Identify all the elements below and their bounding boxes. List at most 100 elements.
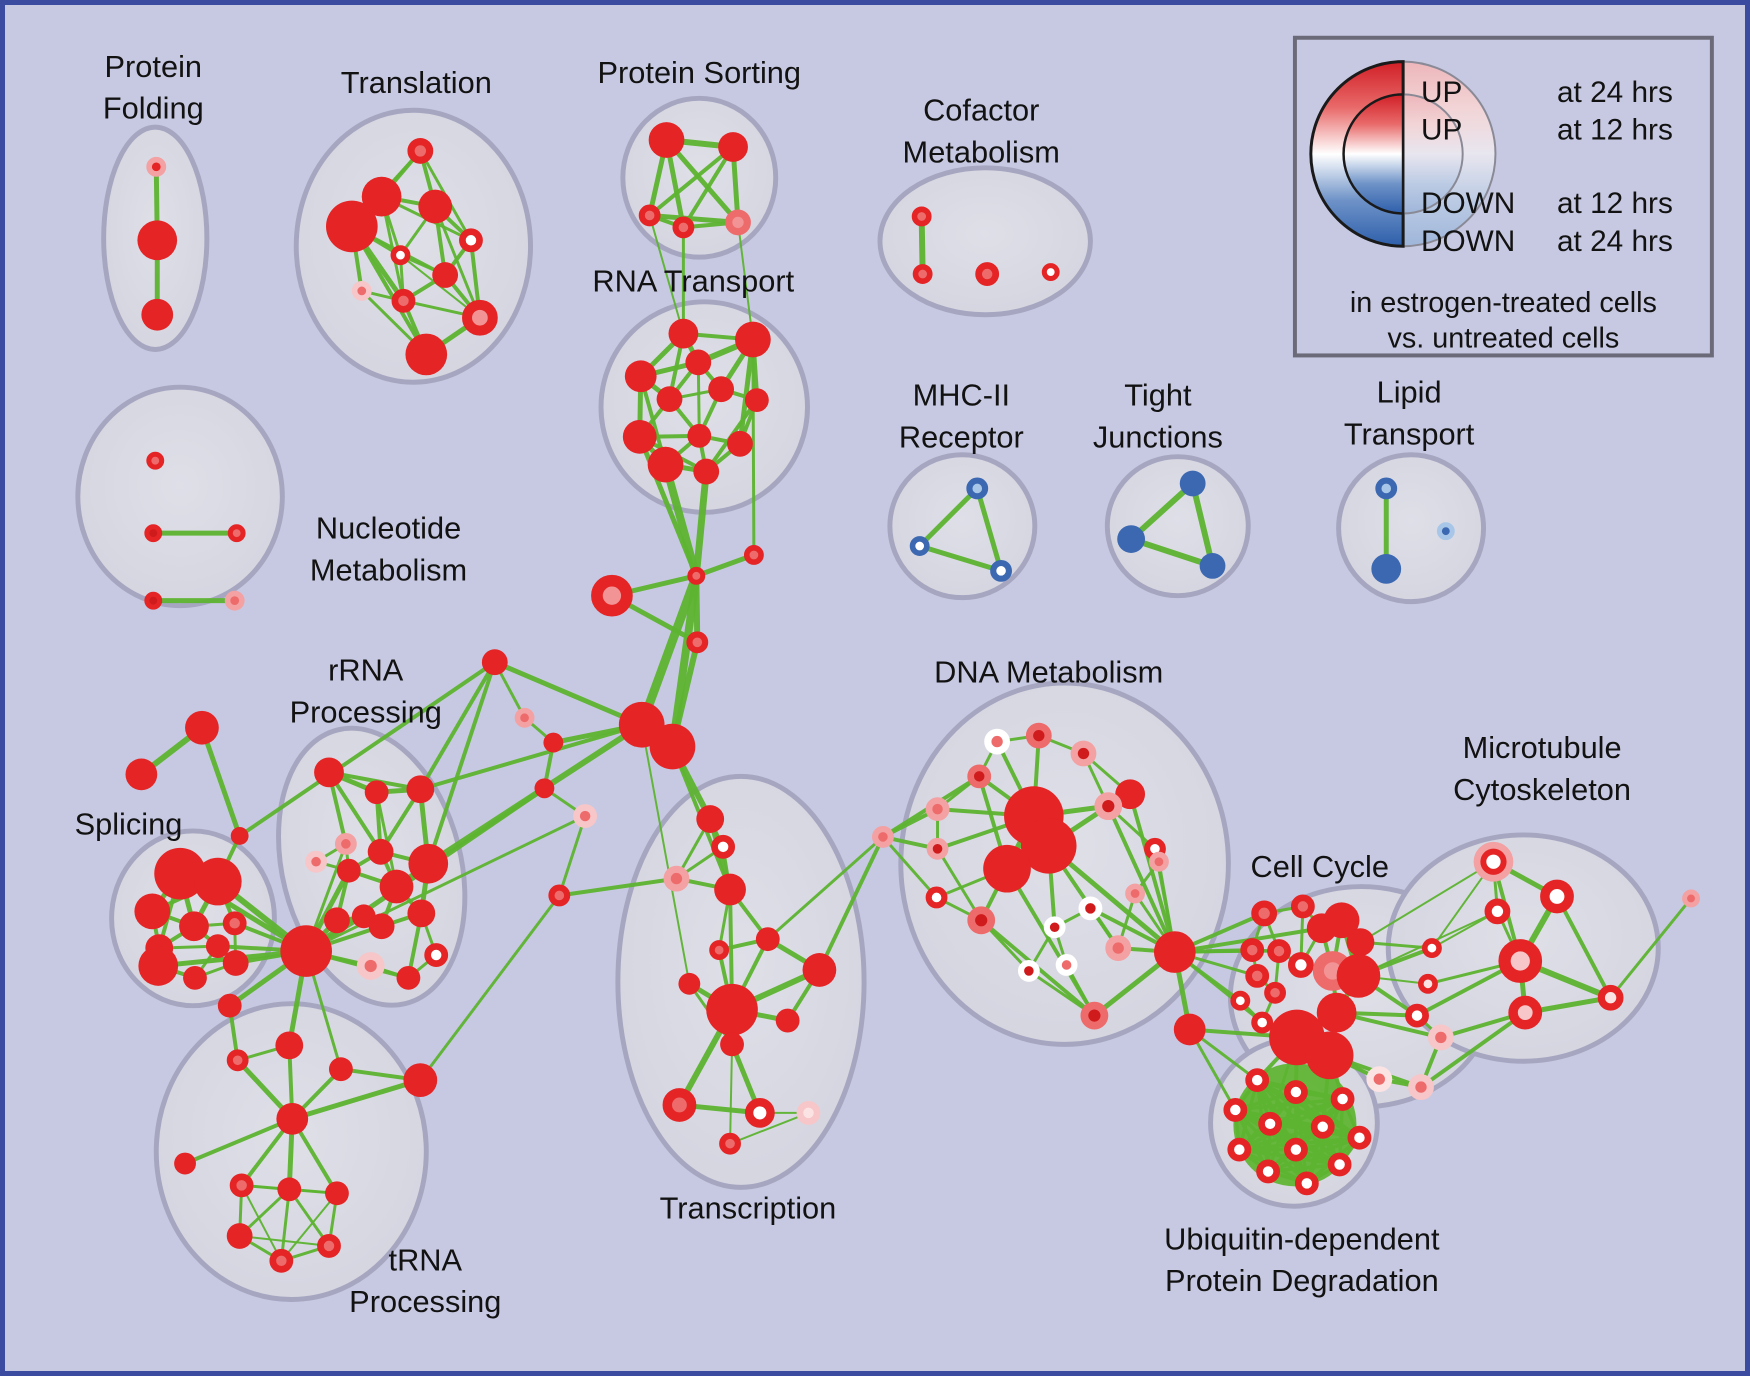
gene-node [1405, 1003, 1429, 1028]
gene-node [275, 1031, 304, 1060]
gene-node [407, 138, 434, 164]
edge [647, 144, 736, 218]
edge [1359, 860, 1495, 944]
gene-node [391, 288, 416, 313]
edge [637, 571, 701, 730]
gene-node [706, 983, 758, 1036]
gene-node [543, 732, 564, 753]
gene-node [648, 122, 685, 158]
gene-node [141, 298, 174, 331]
gene-node [1245, 1068, 1270, 1093]
gene-node [361, 176, 402, 217]
gene-node [672, 216, 695, 239]
edge [1555, 894, 1613, 1000]
gene-node [743, 545, 764, 565]
gene-node [984, 728, 1011, 755]
gene-node [1316, 992, 1357, 1033]
edge [289, 1077, 423, 1122]
edge [279, 1187, 291, 1263]
cluster-label-tight-junctions: Junctions [1093, 419, 1223, 454]
cluster-label-translation: Translation [341, 65, 492, 100]
gene-node [719, 1132, 741, 1155]
gene-node [230, 826, 249, 845]
gene-node [1540, 879, 1574, 914]
gene-node [514, 707, 535, 728]
gene-node [1418, 973, 1438, 994]
gene-node [229, 1173, 254, 1198]
label-layer: Protein Folding Translation Protein Sorting… [75, 49, 1631, 1319]
edge [729, 1043, 734, 1145]
gene-node [1287, 952, 1314, 978]
gene-node [796, 1100, 821, 1125]
gene-node [144, 524, 163, 543]
gene-node-core [1486, 854, 1501, 869]
legend: UP at 24 hrs UP at 12 hrs DOWN at 12 hrs DOWN a… [1292, 35, 1714, 358]
edge [557, 876, 679, 898]
gene-node [1148, 851, 1169, 872]
edge [1233, 1097, 1345, 1112]
gene-node [1020, 818, 1077, 874]
edge [237, 660, 497, 838]
cluster-ellipse-nucleotide-metabolism [75, 384, 285, 609]
edge [1189, 480, 1216, 569]
cluster-label-lipid-transport: Lipid [1377, 375, 1442, 410]
gene-node [656, 386, 683, 413]
gene-node [1179, 470, 1206, 497]
node-layer [125, 122, 1700, 1273]
gene-node [1153, 931, 1196, 973]
gene-node [990, 559, 1012, 582]
gene-node [1284, 1080, 1308, 1104]
cluster-label-mhc-ii-receptor: Receptor [899, 419, 1024, 454]
gene-node [925, 797, 950, 822]
legend-time-label: at 24 hrs [1557, 225, 1673, 258]
edge [881, 835, 939, 899]
gene-node [693, 458, 720, 485]
gene-node [1427, 1024, 1454, 1051]
gene-node [364, 780, 389, 805]
edge [817, 834, 885, 972]
edge [1128, 536, 1216, 569]
cluster-label-lipid-transport: Transport [1344, 416, 1475, 451]
gene-node [718, 132, 748, 162]
gene-node [328, 1057, 353, 1082]
cluster-label-microtubule-cytoskeleton: Microtubule [1463, 730, 1622, 765]
cluster-label-microtubule-cytoskeleton: Cytoskeleton [1453, 772, 1631, 807]
gene-node [708, 376, 735, 403]
legend-time-label: at 24 hrs [1557, 76, 1673, 109]
edge [974, 485, 1004, 574]
edge [648, 214, 685, 335]
gene-node [277, 1177, 302, 1202]
network-canvas: Protein Folding Translation Protein Sorting… [75, 35, 1714, 1319]
gene-node [647, 446, 684, 483]
gene-node [1017, 960, 1040, 982]
gene-node [983, 844, 1031, 893]
gene-node [334, 832, 357, 855]
gene-node [967, 764, 992, 789]
gene-node [1336, 954, 1381, 998]
gene-node [406, 775, 435, 804]
gene-node [325, 1181, 349, 1206]
gene-node [720, 1032, 744, 1057]
gene-node [775, 1008, 800, 1033]
gene-node [1025, 722, 1052, 749]
gene-node [314, 757, 344, 788]
cluster-label-trna-processing: Processing [349, 1284, 501, 1319]
gene-node [125, 758, 158, 791]
gene-node [687, 566, 706, 585]
edge [418, 660, 497, 792]
gene-node [193, 857, 242, 906]
gene-node [591, 574, 633, 617]
gene-node [222, 950, 249, 976]
gene-node [638, 204, 661, 227]
gene-node [368, 913, 395, 940]
legend-box [1292, 35, 1714, 358]
edge [647, 212, 741, 225]
edge [1419, 1010, 1528, 1090]
gene-node [1408, 1074, 1434, 1100]
gene-node [305, 850, 328, 873]
cluster-label-cofactor-metabolism: Metabolism [903, 134, 1060, 169]
edge [1237, 1125, 1325, 1152]
cluster-label-tight-junctions: Tight [1124, 378, 1192, 413]
gene-node [174, 1152, 196, 1175]
